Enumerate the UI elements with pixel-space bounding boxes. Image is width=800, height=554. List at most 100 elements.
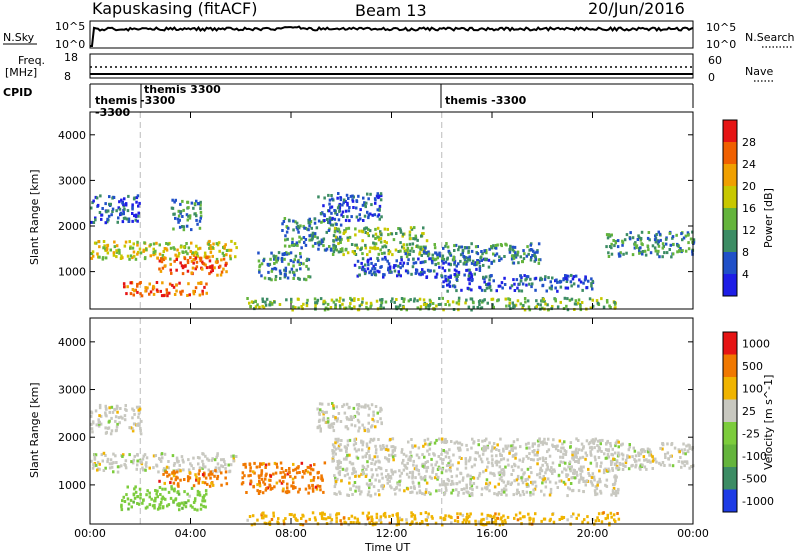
echo-cell <box>554 447 558 451</box>
echo-cell <box>260 473 263 477</box>
echo-cell <box>330 205 334 209</box>
echo-cell <box>263 482 267 486</box>
echo-cell <box>347 238 350 242</box>
echo-cell <box>361 230 364 234</box>
echo-cell <box>300 517 303 520</box>
echo-cell <box>339 248 343 251</box>
echo-cell <box>560 446 563 450</box>
echo-cell <box>470 275 473 278</box>
echo-cell <box>110 429 114 433</box>
echo-cell <box>114 415 118 419</box>
echo-cell <box>607 233 611 237</box>
echo-cell <box>465 259 469 263</box>
echo-cell <box>589 461 593 465</box>
echo-cell <box>585 453 589 457</box>
echo-cell <box>475 485 479 489</box>
echo-cell <box>656 252 659 256</box>
echo-cell <box>287 262 290 266</box>
echo-cell <box>405 255 409 259</box>
echo-cell <box>376 473 379 477</box>
echo-cell <box>456 512 459 516</box>
echo-cell <box>502 480 506 484</box>
echo-cell <box>110 462 114 466</box>
echo-cell <box>612 457 615 461</box>
echo-cell <box>330 211 333 215</box>
echo-cell <box>189 462 192 466</box>
echo-cell <box>138 405 141 409</box>
echo-cell <box>604 483 607 487</box>
echo-cell <box>446 245 450 249</box>
echo-cell <box>113 407 116 411</box>
x-tick-label: 20:00 <box>577 527 609 540</box>
echo-cell <box>379 230 382 234</box>
echo-cell <box>618 462 622 465</box>
echo-cell <box>91 430 94 434</box>
echo-cell <box>376 420 379 424</box>
power-colorbar-label: Power [dB] <box>762 188 775 248</box>
colorbar-tick-label: 20 <box>742 180 756 193</box>
echo-cell <box>142 498 145 502</box>
echo-cell <box>537 443 541 447</box>
echo-cell <box>388 479 391 483</box>
echo-cell <box>663 464 666 467</box>
echo-cell <box>332 459 335 463</box>
echo-cell <box>445 242 448 245</box>
echo-cell <box>165 242 168 245</box>
echo-cell <box>178 504 181 508</box>
echo-cell <box>216 462 220 466</box>
echo-cell <box>629 231 632 235</box>
echo-cell <box>322 204 325 208</box>
echo-cell <box>605 478 609 482</box>
echo-cell <box>400 448 404 452</box>
echo-cell <box>424 442 427 446</box>
echo-cell <box>337 471 341 475</box>
echo-cell <box>476 252 480 256</box>
echo-cell <box>448 280 451 284</box>
echo-cell <box>216 453 219 457</box>
echo-cell <box>311 231 315 235</box>
echo-cell <box>467 520 471 524</box>
echo-cell <box>351 199 355 203</box>
echo-cell <box>542 459 545 462</box>
echo-cell <box>124 202 128 206</box>
echo-cell <box>527 305 531 309</box>
echo-cell <box>361 472 365 476</box>
echo-cell <box>524 278 527 282</box>
echo-cell <box>307 275 310 279</box>
echo-cell <box>379 192 383 196</box>
echo-cell <box>507 297 510 301</box>
echo-cell <box>513 289 517 292</box>
echo-cell <box>431 469 435 473</box>
echo-cell <box>429 269 432 273</box>
echo-cell <box>183 501 186 505</box>
echo-cell <box>209 470 213 474</box>
echo-cell <box>248 301 251 305</box>
echo-cell <box>668 248 671 251</box>
echo-cell <box>579 303 582 307</box>
echo-cell <box>309 464 312 468</box>
echo-cell <box>336 477 339 481</box>
colorbar-tick-label: -1000 <box>742 495 774 508</box>
echo-cell <box>373 246 377 250</box>
echo-cell <box>165 248 169 252</box>
echo-cell <box>459 259 462 263</box>
echo-cell <box>359 217 362 221</box>
echo-cell <box>559 300 562 304</box>
echo-cell <box>612 513 616 517</box>
echo-cell <box>501 519 504 523</box>
echo-cell <box>376 455 379 459</box>
echo-cell <box>249 473 252 477</box>
echo-cell <box>292 462 295 466</box>
echo-cell <box>487 461 490 465</box>
echo-cell <box>137 408 140 412</box>
echo-cell <box>187 499 190 503</box>
echo-cell <box>491 447 494 451</box>
echo-cell <box>523 274 526 278</box>
echo-cell <box>346 201 349 205</box>
echo-cell <box>224 263 227 267</box>
echo-cell <box>417 481 421 485</box>
echo-cell <box>386 481 389 485</box>
echo-cell <box>287 218 291 222</box>
echo-cell <box>343 474 347 478</box>
nave-tick-bottom: 0 <box>708 71 715 84</box>
